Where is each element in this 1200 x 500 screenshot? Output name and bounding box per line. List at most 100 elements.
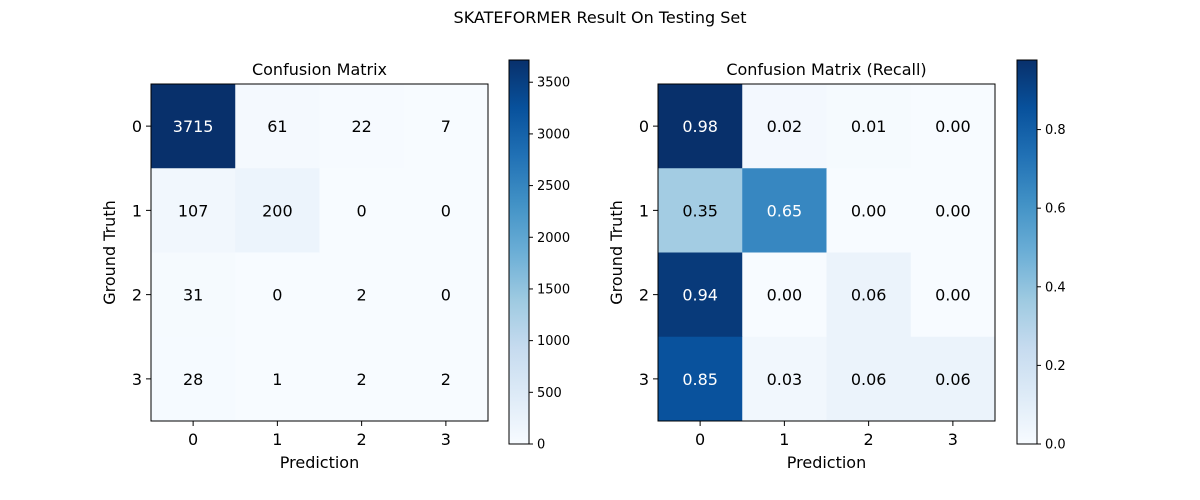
heatmap-cell bbox=[403, 336, 489, 422]
heatmap-cell bbox=[658, 168, 743, 253]
heatmap-cell bbox=[658, 252, 743, 338]
x-axis-label: Prediction bbox=[787, 453, 866, 472]
heatmap-cell bbox=[319, 168, 405, 253]
cell-value-label: 0.06 bbox=[851, 370, 887, 389]
cell-value-label: 0.06 bbox=[851, 286, 887, 305]
colorbar-tick-label: 0.4 bbox=[1045, 280, 1066, 295]
heatmap-cell bbox=[658, 336, 743, 422]
colorbar-tick-label: 0.6 bbox=[1045, 202, 1066, 217]
heatmap-cell bbox=[151, 252, 236, 338]
cell-value-label: 0.00 bbox=[935, 117, 971, 136]
colorbar-tick-label: 3500 bbox=[537, 76, 570, 91]
heatmap-cell bbox=[319, 336, 405, 422]
colorbar-tick-label: 0.8 bbox=[1045, 123, 1066, 138]
heatmap-cell bbox=[403, 252, 489, 338]
cell-value-label: 0 bbox=[272, 286, 282, 305]
colorbar-tick-label: 500 bbox=[537, 386, 562, 401]
y-tick-label: 1 bbox=[639, 201, 649, 220]
colorbar-tick-label: 1000 bbox=[537, 334, 570, 349]
heatmap-cell bbox=[742, 252, 827, 338]
y-tick-label: 2 bbox=[132, 286, 142, 305]
heatmap-cell bbox=[742, 168, 827, 253]
heatmap-cell bbox=[826, 336, 912, 422]
heatmap-cell bbox=[826, 84, 912, 169]
colorbar-tick-label: 1500 bbox=[537, 282, 570, 297]
cell-value-label: 0.00 bbox=[935, 286, 971, 305]
figure-title: SKATEFORMER Result On Testing Set bbox=[454, 8, 747, 27]
confusion-matrix-recall-panel: Confusion Matrix (Recall)0.98 0.02 0.01 0.0… bbox=[607, 59, 1066, 472]
x-tick-label: 0 bbox=[188, 430, 198, 449]
cell-value-label: 0.06 bbox=[935, 370, 971, 389]
cell-value-label: 28 bbox=[183, 370, 203, 389]
x-tick-label: 0 bbox=[695, 430, 705, 449]
cell-value-label: 0.65 bbox=[767, 201, 803, 220]
x-tick-label: 3 bbox=[441, 430, 451, 449]
heatmap-cell bbox=[826, 168, 912, 253]
y-tick-label: 2 bbox=[639, 286, 649, 305]
cell-value-label: 0.02 bbox=[767, 117, 803, 136]
colorbar-tick-label: 2500 bbox=[537, 179, 570, 194]
heatmap-cell bbox=[742, 336, 827, 422]
cell-value-label: 0.03 bbox=[767, 370, 803, 389]
heatmap-cell bbox=[151, 336, 236, 422]
heatmap-cell bbox=[403, 168, 489, 253]
axes-frame bbox=[657, 83, 996, 422]
colorbar-tick-label: 2000 bbox=[537, 231, 570, 246]
x-tick-label: 3 bbox=[948, 430, 958, 449]
cell-value-label: 0.85 bbox=[682, 370, 718, 389]
cell-value-label: 0.35 bbox=[682, 201, 718, 220]
y-tick-label: 1 bbox=[132, 201, 142, 220]
cell-value-label: 0 bbox=[441, 201, 451, 220]
heatmap-cell bbox=[910, 252, 996, 338]
cell-value-label: 0.00 bbox=[767, 286, 803, 305]
heatmap-cell bbox=[151, 168, 236, 253]
y-tick-label: 3 bbox=[132, 370, 142, 389]
cell-value-label: 2 bbox=[441, 370, 451, 389]
colorbar bbox=[508, 59, 530, 445]
heatmap-cell bbox=[403, 84, 489, 169]
heatmap-cell bbox=[658, 84, 743, 169]
cell-value-label: 22 bbox=[351, 117, 371, 136]
x-tick-label: 1 bbox=[272, 430, 282, 449]
heatmap-cell bbox=[910, 336, 996, 422]
cell-value-label: 2 bbox=[357, 286, 367, 305]
heatmap-cell bbox=[235, 168, 320, 253]
axes-frame bbox=[150, 83, 489, 422]
cell-value-label: 0.98 bbox=[682, 117, 718, 136]
x-tick-label: 1 bbox=[779, 430, 789, 449]
heatmap-cell bbox=[235, 84, 320, 169]
x-tick-label: 2 bbox=[357, 430, 367, 449]
y-tick-label: 0 bbox=[639, 117, 649, 136]
heatmap-cell bbox=[235, 252, 320, 338]
chart-title: Confusion Matrix bbox=[252, 60, 387, 79]
colorbar-tick-label: 3000 bbox=[537, 127, 570, 142]
y-tick-label: 3 bbox=[639, 370, 649, 389]
cell-value-label: 0.94 bbox=[682, 286, 718, 305]
y-tick-label: 0 bbox=[132, 117, 142, 136]
cell-value-label: 2 bbox=[357, 370, 367, 389]
x-axis-label: Prediction bbox=[280, 453, 359, 472]
cell-value-label: 61 bbox=[267, 117, 287, 136]
cell-value-label: 107 bbox=[178, 201, 209, 220]
cell-value-label: 0.00 bbox=[935, 201, 971, 220]
heatmap-cell bbox=[235, 336, 320, 422]
cell-value-label: 0 bbox=[441, 286, 451, 305]
colorbar-tick-label: 0.2 bbox=[1045, 359, 1066, 374]
heatmap-cell bbox=[910, 168, 996, 253]
heatmap-cell bbox=[742, 84, 827, 169]
colorbar bbox=[1016, 59, 1038, 445]
colorbar-tick-label: 0.0 bbox=[1045, 438, 1066, 453]
heatmap-cell bbox=[319, 84, 405, 169]
cell-value-label: 0 bbox=[357, 201, 367, 220]
heatmap-cell bbox=[826, 252, 912, 338]
cell-value-label: 0.00 bbox=[851, 201, 887, 220]
cell-value-label: 7 bbox=[441, 117, 451, 136]
cell-value-label: 31 bbox=[183, 286, 203, 305]
heatmap-cell bbox=[910, 84, 996, 169]
cell-value-label: 200 bbox=[262, 201, 293, 220]
heatmap-cell bbox=[319, 252, 405, 338]
y-axis-label: Ground Truth bbox=[607, 200, 626, 305]
y-axis-label: Ground Truth bbox=[100, 200, 119, 305]
